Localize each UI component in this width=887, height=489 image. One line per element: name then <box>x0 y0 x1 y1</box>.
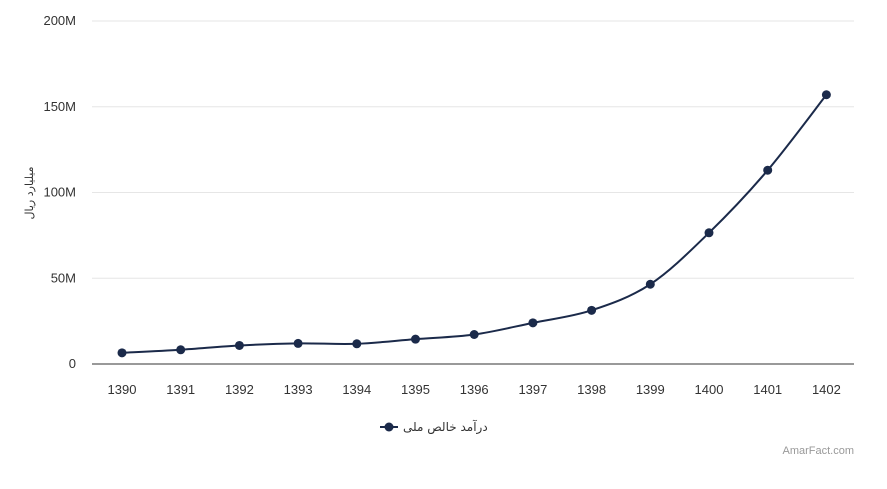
x-axis: 1390 1391 1392 1393 1394 1395 1396 1397 1398 1399… <box>92 363 854 397</box>
y-tick-label: 200M <box>43 13 76 28</box>
x-tick-label: 1400 <box>695 382 724 397</box>
x-tick-label: 1393 <box>284 382 313 397</box>
y-tick-label: 150M <box>43 99 76 114</box>
series-group <box>117 90 831 358</box>
data-point[interactable] <box>763 165 773 175</box>
legend-label: درآمد خالص ملی <box>403 419 488 435</box>
data-point[interactable] <box>293 338 303 348</box>
data-point[interactable] <box>645 279 655 289</box>
x-tick-label: 1397 <box>518 382 547 397</box>
y-tick-label: 100M <box>43 185 76 200</box>
data-point[interactable] <box>704 228 714 238</box>
data-point[interactable] <box>352 339 362 349</box>
y-axis-title: میلیارد ریال <box>23 166 36 219</box>
x-tick-label: 1396 <box>460 382 489 397</box>
data-point[interactable] <box>411 334 420 344</box>
credit-link[interactable]: AmarFact.com <box>782 445 854 457</box>
x-tick-label: 1395 <box>401 382 430 397</box>
x-tick-label: 1394 <box>342 382 371 397</box>
data-point[interactable] <box>469 330 479 340</box>
x-tick-label: 1398 <box>577 382 606 397</box>
data-point[interactable] <box>821 90 831 100</box>
x-tick-label: 1391 <box>166 382 195 397</box>
data-point[interactable] <box>117 348 127 358</box>
data-point[interactable] <box>528 318 538 328</box>
x-tick-label: 1401 <box>753 382 782 397</box>
gridlines <box>92 20 854 279</box>
y-tick-label: 50M <box>51 270 76 285</box>
x-tick-label: 1399 <box>636 382 665 397</box>
x-tick-label: 1390 <box>108 382 137 397</box>
y-axis: 0 50M 100M 150M 200M <box>43 13 76 371</box>
series-line <box>121 94 828 354</box>
data-point[interactable] <box>587 305 597 315</box>
data-point[interactable] <box>176 345 186 355</box>
data-point[interactable] <box>234 340 244 350</box>
legend-marker-icon <box>384 422 394 432</box>
x-tick-label: 1392 <box>225 382 254 397</box>
x-tick-label: 1402 <box>812 382 841 397</box>
legend[interactable]: درآمد خالص ملی <box>380 419 488 435</box>
y-tick-label: 0 <box>69 356 76 371</box>
